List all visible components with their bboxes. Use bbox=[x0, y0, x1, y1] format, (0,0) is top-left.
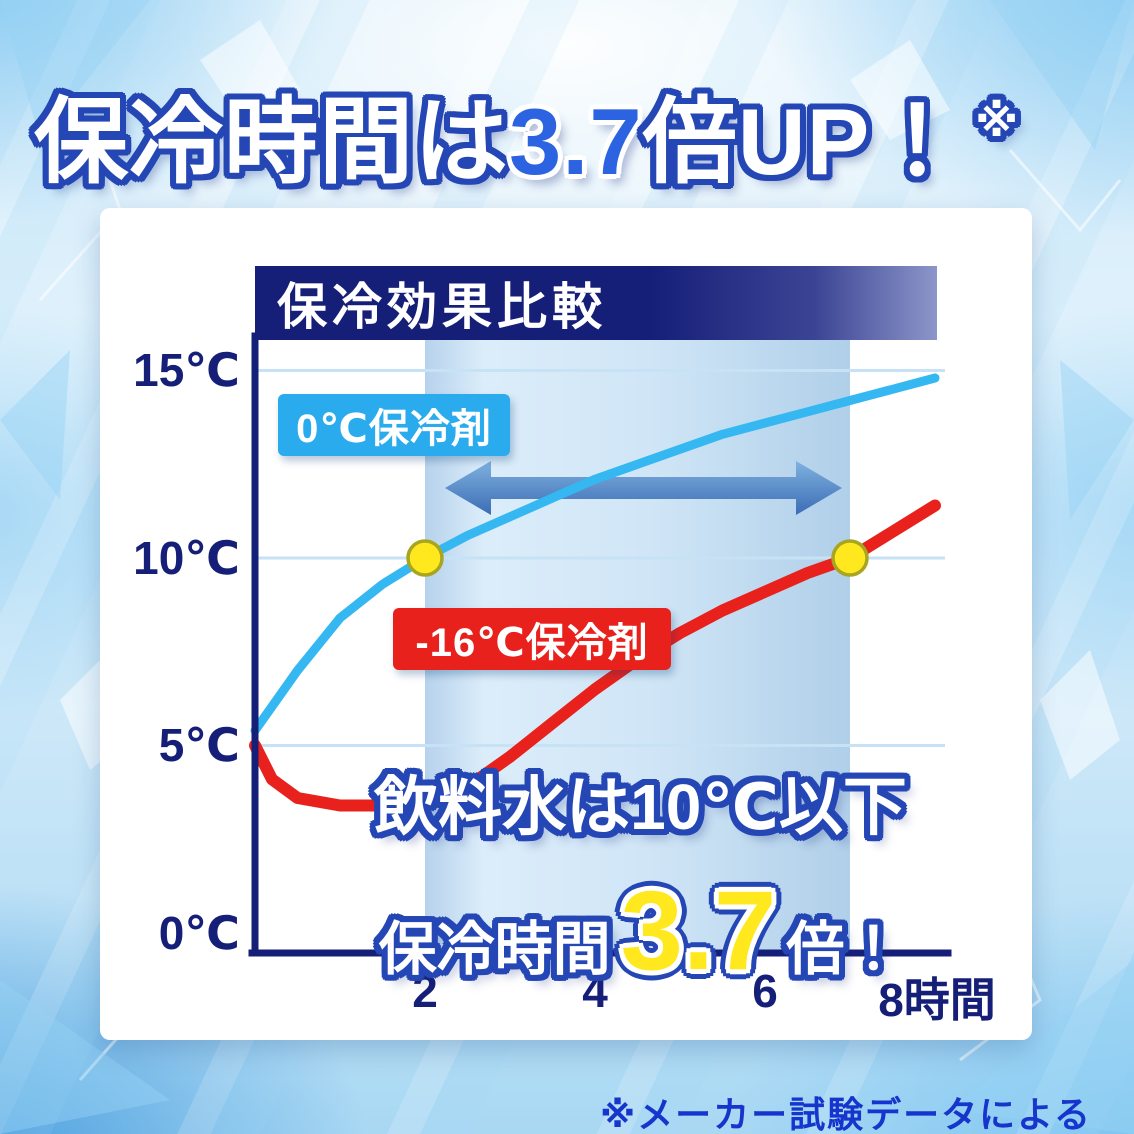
series-line-1 bbox=[249, 499, 941, 812]
annotation-line2-suffix: 倍！ bbox=[786, 917, 903, 982]
annotation-line2-value: 3.7 bbox=[620, 868, 777, 993]
y-tick-5: 5℃ bbox=[158, 719, 240, 771]
annotation-line1: 飲料水は10℃以下 bbox=[374, 771, 907, 843]
headline-suffix: 倍UP！ bbox=[642, 89, 966, 194]
duration-arrow bbox=[445, 461, 842, 515]
y-tick-10: 10℃ bbox=[133, 532, 240, 584]
series-label-minus16c: -16℃保冷剤 bbox=[393, 608, 671, 670]
gridlines bbox=[258, 369, 945, 747]
headline-prefix: 保冷時間は bbox=[34, 89, 510, 194]
x-tick-2: 2 bbox=[412, 965, 438, 1017]
chart-title-bar: 保冷効果比較 bbox=[255, 266, 937, 340]
annotation-line2-prefix: 保冷時間 bbox=[378, 917, 611, 982]
series-label-0c: 0℃保冷剤 bbox=[278, 394, 510, 456]
headline-multiplier: 3.7 bbox=[509, 89, 643, 194]
x-tick-6: 6 bbox=[752, 965, 778, 1017]
series-line-0 bbox=[250, 373, 940, 735]
y-tick-15: 15℃ bbox=[133, 344, 240, 396]
annotation-line2: 保冷時間 3.7 倍！ bbox=[255, 814, 1026, 993]
footnote: ※メーカー試験データによる bbox=[600, 1094, 1092, 1134]
crossing-markers bbox=[406, 539, 869, 577]
chart-card: 保冷効果比較 15℃ 10℃ 5℃ 0℃ 2 4 6 8時間 0℃保冷剤 -16… bbox=[100, 208, 1032, 1040]
chart-title: 保冷効果比較 bbox=[277, 279, 607, 335]
headline: 保冷時間は3.7倍UP！ ※ bbox=[34, 66, 1114, 202]
y-tick-0: 0℃ bbox=[158, 907, 240, 959]
headline-note-mark: ※ bbox=[975, 97, 1020, 146]
x-tick-4: 4 bbox=[582, 965, 608, 1017]
